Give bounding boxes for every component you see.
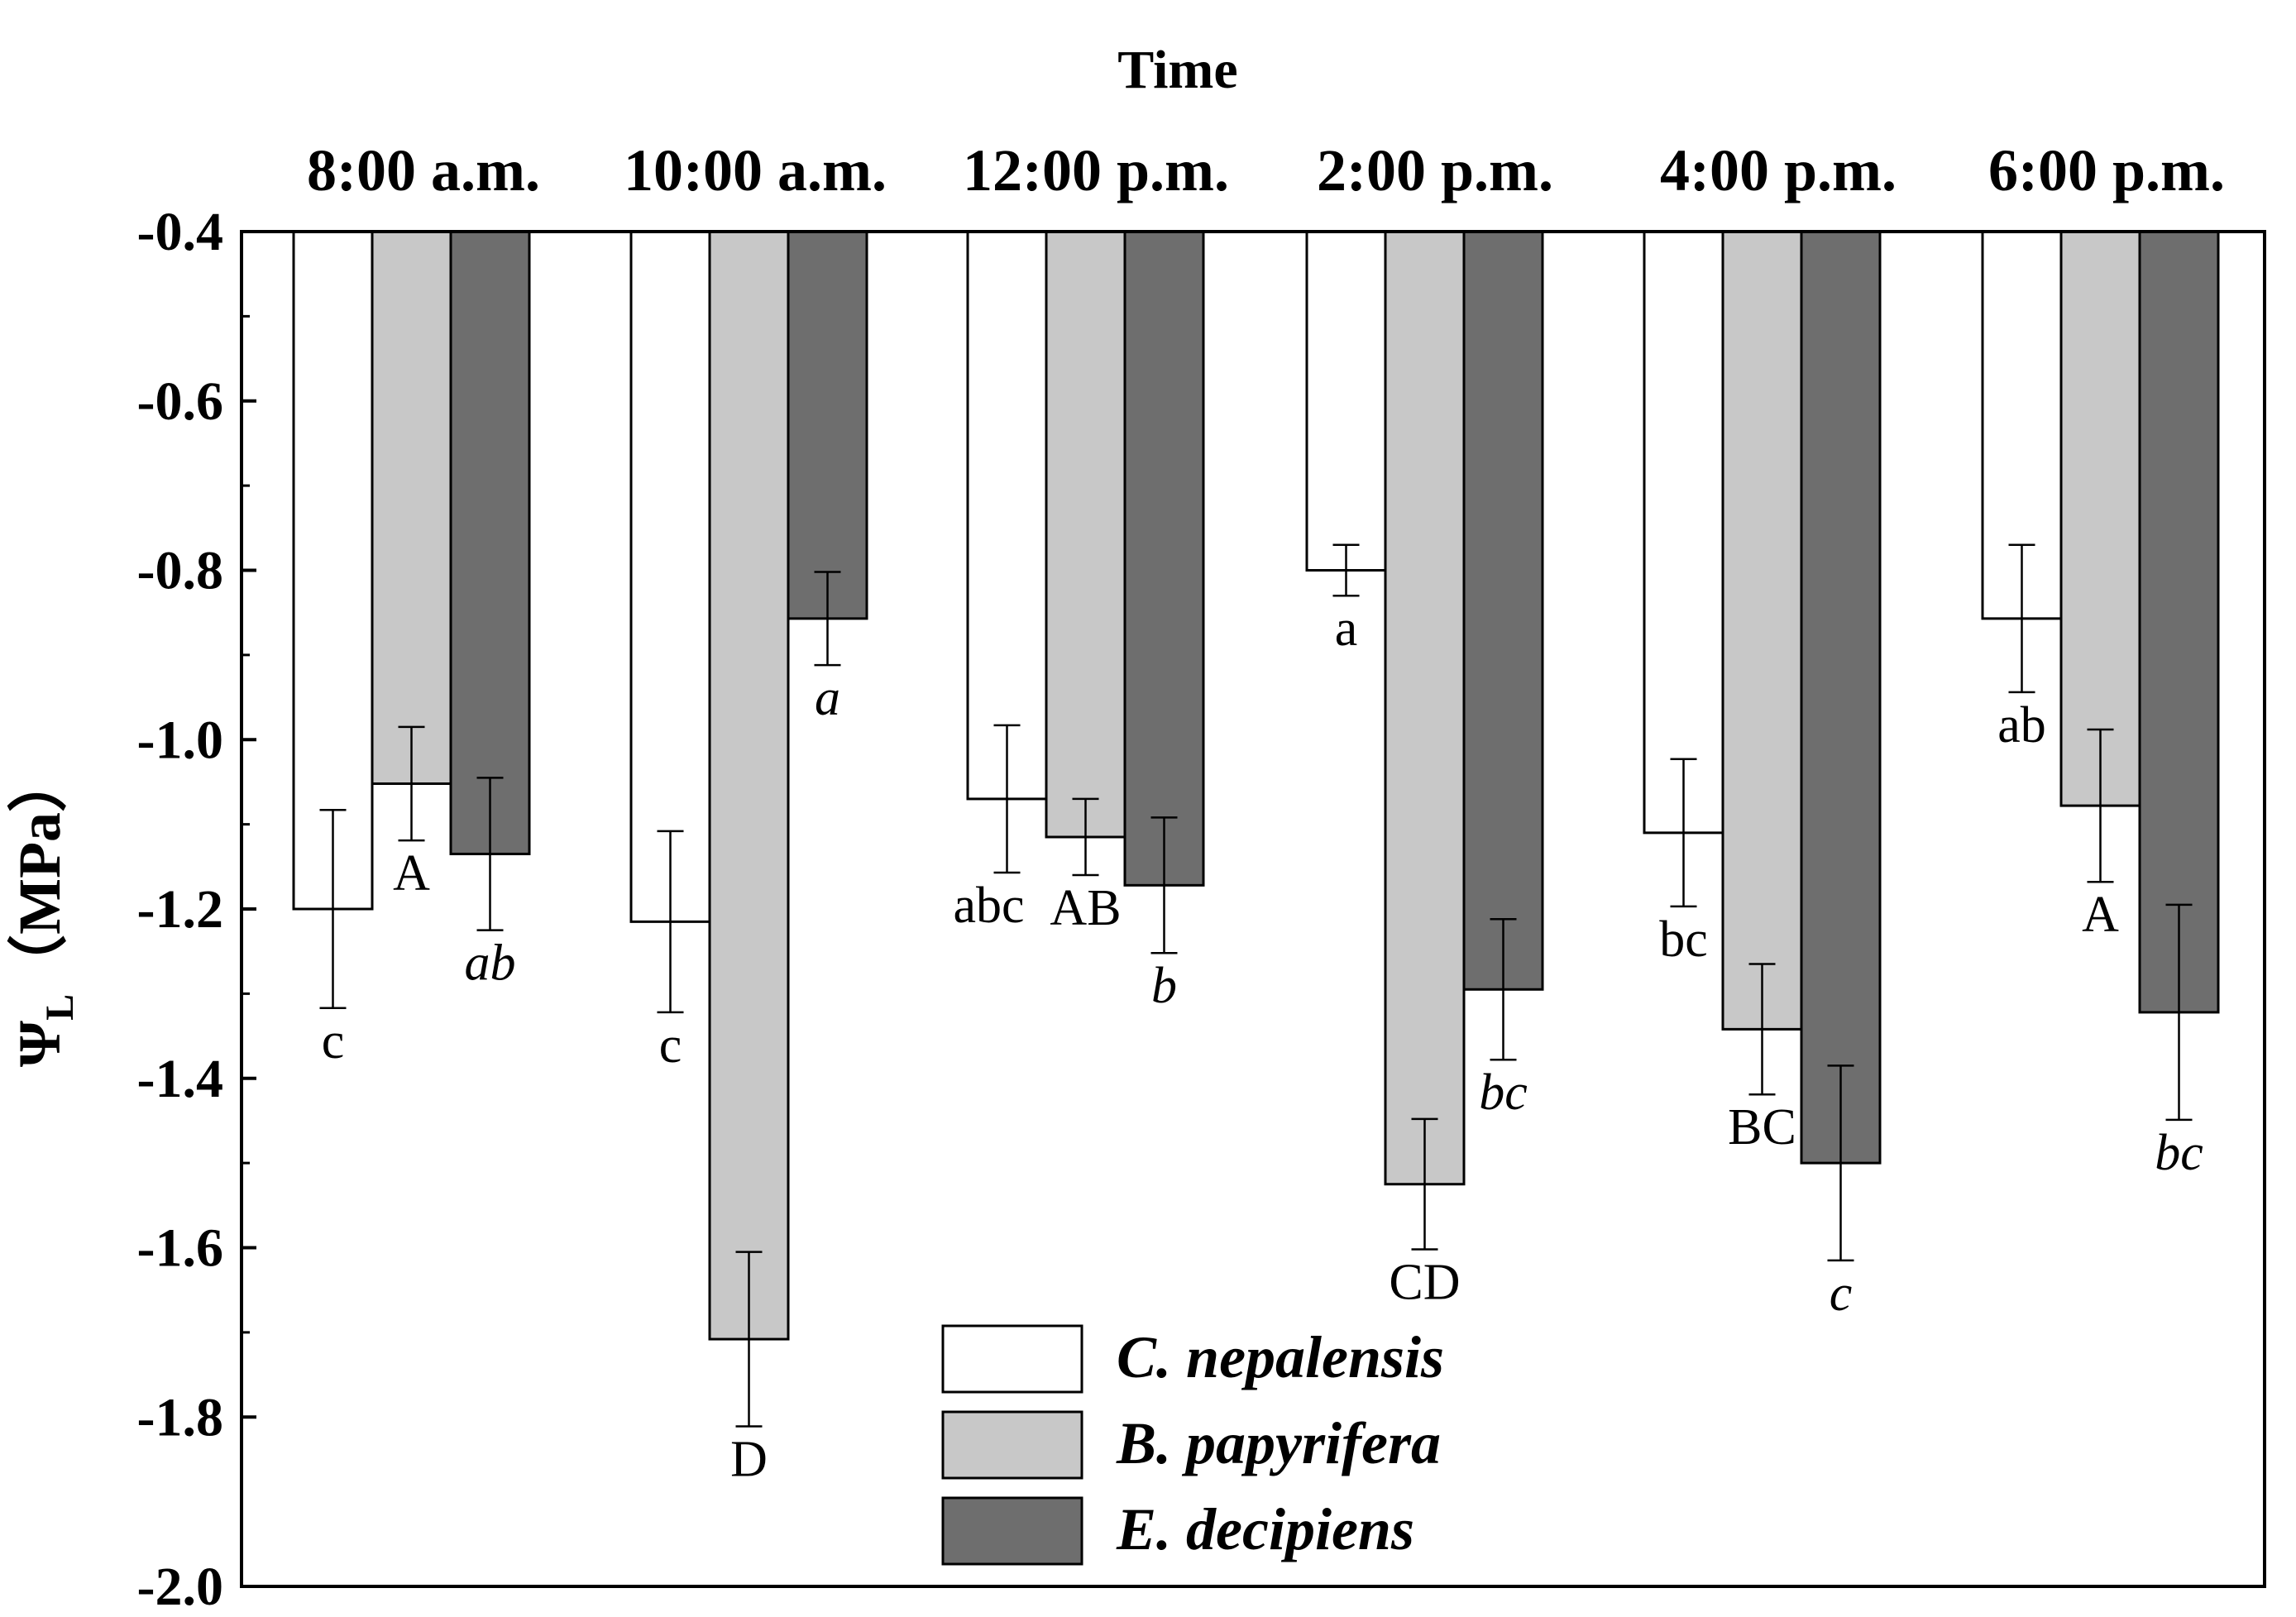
bar-1-2 xyxy=(1045,230,1126,839)
y-tick-label: -2.0 xyxy=(137,1557,223,1617)
error-bar-2-4 xyxy=(1827,1064,1854,1262)
category-label-0: 8:00 a.m. xyxy=(307,137,540,203)
letter-label-2-4: c xyxy=(1830,1265,1853,1322)
error-bar-1-0 xyxy=(398,725,425,842)
letter-label-2-0: ab xyxy=(465,935,516,992)
error-bar-2-0 xyxy=(476,777,504,931)
y-axis-label: ΨL（MPa） xyxy=(7,753,82,1067)
error-bar-0-4 xyxy=(1670,758,1697,908)
bar-2-0 xyxy=(449,230,531,855)
error-bar-1-5 xyxy=(2087,728,2114,883)
error-bar-1-1 xyxy=(735,1251,763,1428)
error-bar-2-1 xyxy=(814,571,841,667)
y-tick-label: -0.6 xyxy=(137,371,223,432)
letter-label-1-3: CD xyxy=(1389,1255,1460,1311)
bar-0-3 xyxy=(1305,230,1387,572)
error-bar-2-2 xyxy=(1150,816,1178,954)
legend: C. nepalensis B. papyrifera E. decipiens xyxy=(941,1324,1444,1566)
legend-swatch-1 xyxy=(941,1410,1083,1480)
bar-2-2 xyxy=(1123,230,1205,887)
letter-label-0-0: c xyxy=(322,1013,345,1069)
letter-label-2-5: bc xyxy=(2155,1125,2203,1181)
legend-label-1: B. papyrifera xyxy=(1116,1410,1441,1476)
category-label-5: 6:00 p.m. xyxy=(1988,137,2225,203)
bar-1-0 xyxy=(371,230,452,785)
y-tick-label: -1.6 xyxy=(137,1218,223,1279)
error-bar-0-5 xyxy=(2008,543,2035,694)
legend-label-0: C. nepalensis xyxy=(1117,1324,1444,1390)
category-label-1: 10:00 a.m. xyxy=(624,137,887,203)
error-bar-0-1 xyxy=(657,830,684,1014)
axis-layer: -0.4 -0.6 -0.8 -1.0 -1.2 -1.4 -1.6 -1.8 -2.0 xyxy=(137,202,2266,1617)
bar-2-4 xyxy=(1800,230,1882,1165)
letter-label-0-5: ab xyxy=(1997,697,2046,753)
letter-label-0-3: a xyxy=(1335,600,1358,657)
y-tick-label: -0.4 xyxy=(137,202,223,262)
letter-label-0-2: abc xyxy=(953,878,1024,934)
bar-1-5 xyxy=(2059,230,2141,807)
letter-label-2-2: b xyxy=(1151,958,1177,1014)
letter-label-1-5: A xyxy=(2082,887,2119,943)
error-bar-0-0 xyxy=(319,808,347,1010)
category-label-3: 2:00 p.m. xyxy=(1317,137,1553,203)
legend-swatch-0 xyxy=(941,1324,1083,1394)
error-bar-1-2 xyxy=(1072,797,1099,877)
error-bar-1-4 xyxy=(1748,963,1776,1096)
error-bar-1-3 xyxy=(1411,1117,1438,1251)
letter-label-1-0: A xyxy=(393,845,430,902)
bar-2-1 xyxy=(787,230,868,620)
bars-layer xyxy=(292,230,2220,1341)
labels-layer: Time 8:00 a.m. 10:00 a.m. 12:00 p.m. 2:00 p.… xyxy=(7,40,2225,1067)
y-axis-label-subscript: L xyxy=(38,994,82,1021)
legend-label-2: E. decipiens xyxy=(1116,1496,1414,1562)
bar-0-0 xyxy=(292,230,374,911)
letter-label-1-1: D xyxy=(730,1432,768,1488)
y-tick-label: -1.2 xyxy=(137,879,223,940)
bar-0-2 xyxy=(966,230,1048,801)
y-tick-label: -1.4 xyxy=(137,1049,223,1109)
category-label-4: 4:00 p.m. xyxy=(1660,137,1897,203)
bar-1-1 xyxy=(708,230,790,1341)
chart-title: Time xyxy=(1117,40,1237,100)
legend-swatch-2 xyxy=(941,1496,1083,1566)
letter-label-0-1: c xyxy=(659,1017,682,1074)
error-bar-0-3 xyxy=(1332,543,1360,597)
bar-2-3 xyxy=(1462,230,1544,991)
bar-2-5 xyxy=(2138,230,2220,1014)
letter-label-1-4: BC xyxy=(1728,1099,1796,1155)
letter-label-0-4: bc xyxy=(1659,911,1708,968)
y-axis-label-unit: （MPa） xyxy=(7,753,73,994)
letter-label-1-2: AB xyxy=(1050,880,1121,936)
y-tick-label: -0.8 xyxy=(137,541,223,601)
letter-label-2-1: a xyxy=(815,670,840,726)
bar-1-3 xyxy=(1384,230,1466,1186)
error-bars-layer xyxy=(319,543,2193,1428)
y-axis-label-symbol: Ψ xyxy=(7,1021,73,1067)
y-tick-label: -1.0 xyxy=(137,710,223,770)
error-bar-2-3 xyxy=(1490,918,1517,1061)
letter-label-2-3: bc xyxy=(1479,1064,1528,1121)
bar-1-4 xyxy=(1721,230,1803,1031)
bar-0-1 xyxy=(629,230,711,923)
error-bar-0-2 xyxy=(993,724,1021,874)
y-tick-label: -1.8 xyxy=(137,1387,223,1447)
bar-0-4 xyxy=(1643,230,1724,835)
category-label-2: 12:00 p.m. xyxy=(963,137,1229,203)
error-bar-2-5 xyxy=(2165,903,2193,1122)
